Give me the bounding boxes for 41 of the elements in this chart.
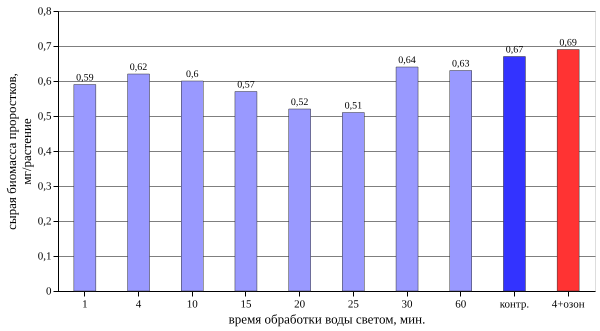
x-axis-title: время обработки воды светом, мин. [228,312,426,326]
data-label: 0,64 [398,55,416,66]
data-label: 0,67 [506,44,524,56]
y-tick-label: 0,5 [38,110,52,122]
y-axis-title: сырая биомасса проростков, мг/растение [4,73,34,230]
data-label: 0,6 [186,69,198,80]
y-tick-label: 0,2 [38,216,52,228]
bar [181,80,204,292]
bar [234,91,258,292]
bar [288,108,311,292]
y-tick-label: 0,3 [38,180,52,192]
bar [450,70,472,292]
x-tick-label: 20 [294,298,306,310]
x-tick-label: 30 [402,298,414,310]
x-tick-label: 4 [136,298,142,310]
data-label: 0,63 [452,58,470,70]
x-tick-label: 10 [186,298,198,310]
y-tick-label: 0,8 [38,6,52,18]
bar [342,112,365,292]
y-tick-label: 0,7 [38,40,52,52]
y-tick-label: 0,6 [38,76,52,88]
x-tick-label: 4+озон [552,298,585,310]
x-tick-label: 60 [455,298,467,310]
y-tick-label: 0,4 [38,146,52,158]
x-tick-label: 25 [348,298,360,310]
data-label: 0,59 [76,72,94,84]
y-tick-label: 0,1 [38,250,52,262]
x-tick-label: 15 [240,298,252,310]
bar [503,56,526,292]
data-label: 0,57 [237,80,255,90]
x-tick-label: 1 [82,298,88,310]
bar [556,49,580,292]
data-label: 0,69 [559,38,577,48]
bar [74,84,96,292]
y-tick-label: 0 [46,286,52,298]
data-label: 0,62 [130,62,148,73]
data-label: 0,51 [344,100,362,112]
bar [396,66,418,292]
data-label: 0,52 [290,97,308,108]
x-tick-label: контр. [500,298,530,310]
bar [127,74,150,292]
